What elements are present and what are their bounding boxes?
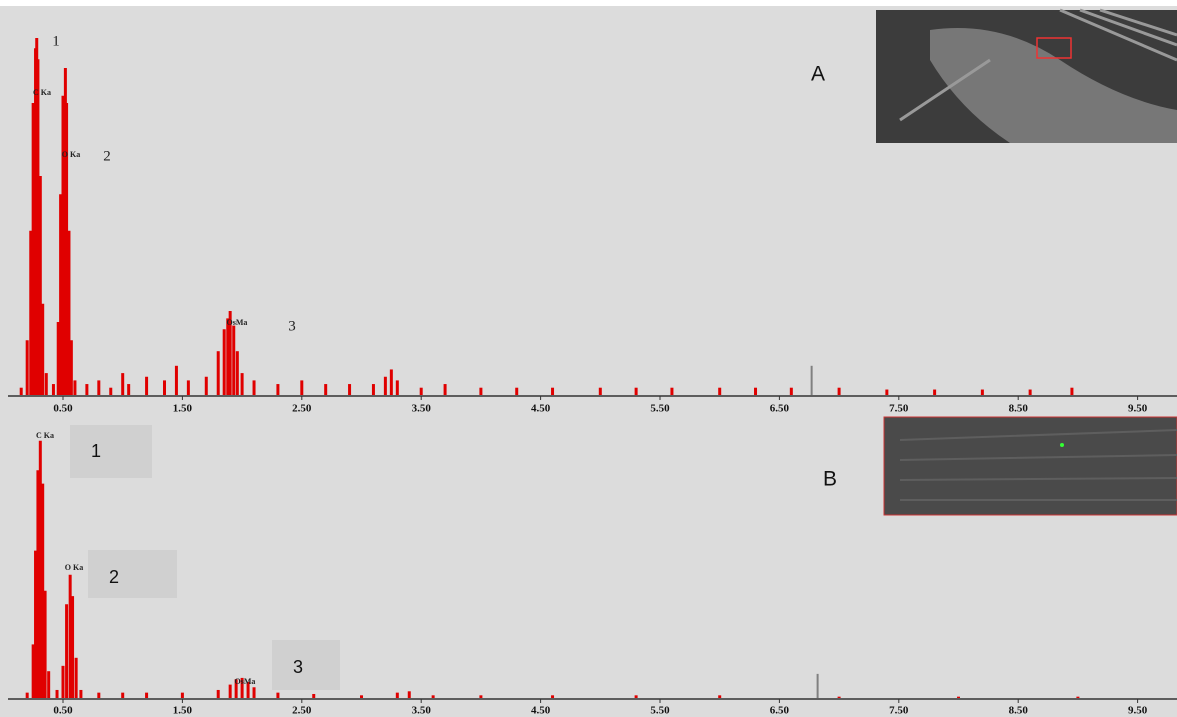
annotation: O Ka bbox=[62, 150, 80, 159]
x-tick-label: 8.50 bbox=[1009, 705, 1029, 717]
label-boxes bbox=[70, 425, 340, 690]
x-tick-label: 1.50 bbox=[173, 705, 193, 717]
x-tick-label: 5.50 bbox=[650, 403, 670, 415]
x-tick-label: 0.50 bbox=[53, 705, 73, 717]
annotation: 2 bbox=[103, 148, 111, 164]
x-tick-label: 2.50 bbox=[292, 705, 312, 717]
x-tick-label: 3.50 bbox=[412, 403, 432, 415]
annotation: C Ka bbox=[33, 88, 51, 97]
annotation: 3 bbox=[293, 657, 303, 677]
x-tick-label: 4.50 bbox=[531, 403, 551, 415]
x-tick-label: 9.50 bbox=[1128, 705, 1148, 717]
x-tick-label: 3.50 bbox=[412, 705, 432, 717]
annotation: C Ka bbox=[36, 431, 54, 440]
x-tick-label: 0.50 bbox=[53, 403, 73, 415]
inset-b bbox=[883, 416, 1177, 516]
x-tick-label: 6.50 bbox=[770, 403, 790, 415]
annotation: 3 bbox=[288, 318, 296, 334]
annotation: B bbox=[823, 468, 837, 491]
annotation: OsMa bbox=[235, 677, 256, 686]
x-tick-label: 5.50 bbox=[650, 705, 670, 717]
x-tick-label: 1.50 bbox=[173, 403, 193, 415]
x-tick-label: 4.50 bbox=[531, 705, 551, 717]
annotation: 2 bbox=[109, 567, 119, 587]
x-tick-label: 7.50 bbox=[889, 403, 909, 415]
x-tick-label: 9.50 bbox=[1128, 403, 1148, 415]
x-tick-label: 8.50 bbox=[1009, 403, 1029, 415]
inset-a bbox=[876, 8, 1177, 143]
annotation: OsMa bbox=[227, 318, 248, 327]
border bbox=[0, 0, 1177, 6]
x-tick-label: 7.50 bbox=[889, 705, 909, 717]
annotation: 1 bbox=[91, 441, 101, 461]
x-tick-label: 2.50 bbox=[292, 403, 312, 415]
annotation: A bbox=[811, 63, 825, 86]
annotation: O Ka bbox=[65, 563, 83, 572]
annotation: 1 bbox=[52, 33, 60, 49]
x-tick-label: 6.50 bbox=[770, 705, 790, 717]
